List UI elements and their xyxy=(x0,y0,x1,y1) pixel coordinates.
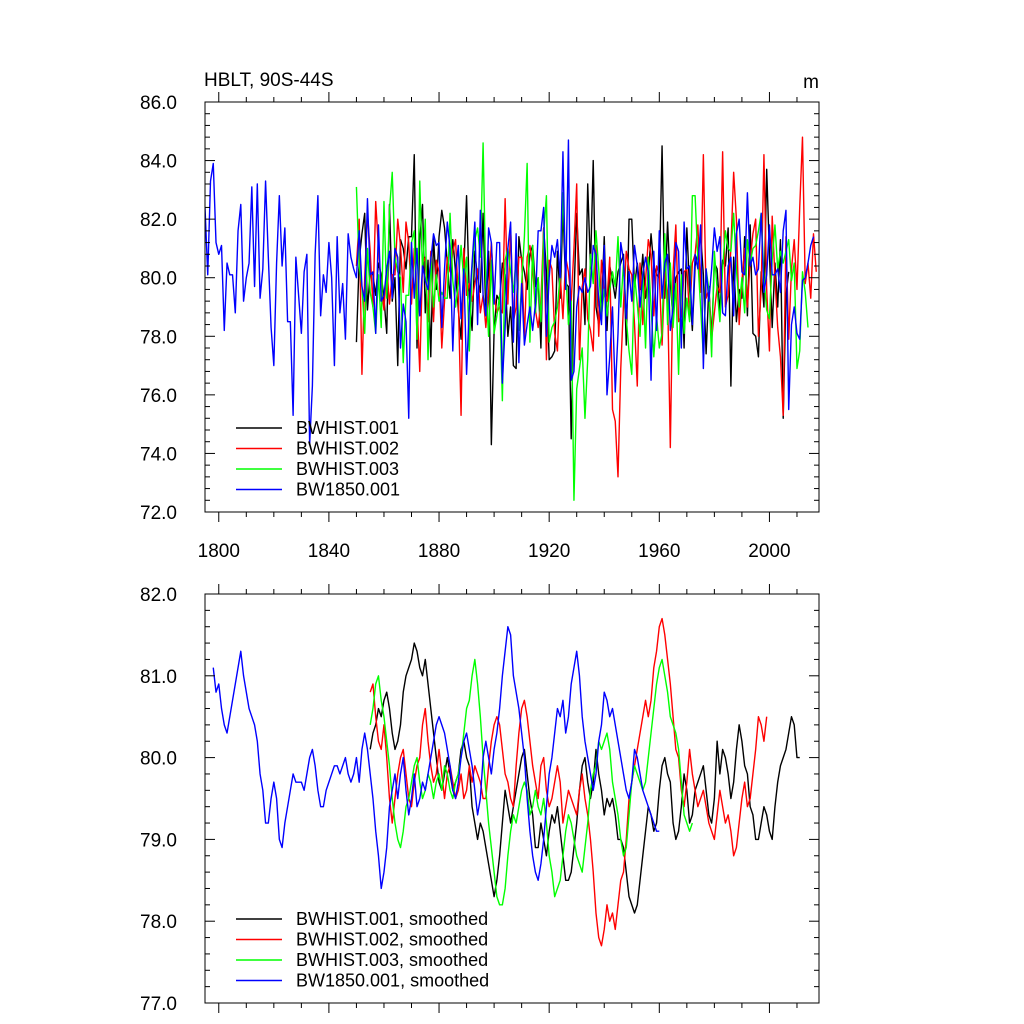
x-axis xyxy=(218,584,798,1013)
series-line-bwhist-003-smoothed xyxy=(369,658,694,906)
legend-entry-label: BW1850.001 xyxy=(296,480,400,500)
plot-frame xyxy=(204,593,820,1004)
y-tick-label: 74.0 xyxy=(140,444,177,465)
series-line-bwhist-003 xyxy=(355,142,809,501)
series-line-bw1850-001 xyxy=(205,139,815,446)
series-group xyxy=(205,136,817,501)
y-tick-label: 72.0 xyxy=(140,503,177,524)
y-tick-label: 81.0 xyxy=(140,667,177,688)
y-tick-label: 82.0 xyxy=(140,210,177,231)
legend-entry-label: BWHIST.003, smoothed xyxy=(296,950,488,970)
x-tick-label: 1800 xyxy=(198,541,240,562)
legend-entry-label: BWHIST.002 xyxy=(296,439,399,459)
series-line-bw1850-001-smoothed xyxy=(212,626,660,890)
bottom-panel: 77.0 78.0 79.0 80.0 81.0 82.0 BWHIST.001, smoo… xyxy=(140,584,820,1015)
legend-entry-label: BWHIST.001 xyxy=(296,418,399,438)
plot-frame xyxy=(204,101,820,513)
x-tick-label: 1920 xyxy=(528,541,570,562)
top-panel: 72.0 74.0 76.0 78.0 80.0 82.0 84.0 86.0 1800 1840… xyxy=(140,70,820,562)
units-label: m xyxy=(803,72,819,93)
legend-entry-label: BWHIST.001, smoothed xyxy=(296,909,488,929)
x-tick-label: 1840 xyxy=(308,541,350,562)
chart-title: HBLT, 90S-44S xyxy=(204,70,334,91)
y-axis: 72.0 74.0 76.0 78.0 80.0 82.0 84.0 86.0 xyxy=(140,93,819,524)
y-tick-label: 80.0 xyxy=(140,269,177,290)
y-axis: 77.0 78.0 79.0 80.0 81.0 82.0 xyxy=(140,585,819,1015)
series-group xyxy=(212,617,800,947)
y-tick-label: 79.0 xyxy=(140,830,177,851)
legend-entry-label: BWHIST.003 xyxy=(296,459,399,479)
legend-entry-label: BWHIST.002, smoothed xyxy=(296,930,488,950)
y-tick-label: 86.0 xyxy=(140,93,177,114)
y-tick-label: 78.0 xyxy=(140,327,177,348)
x-tick-label: 2000 xyxy=(748,541,790,562)
y-tick-label: 77.0 xyxy=(140,994,177,1015)
x-axis: 1800 1840 1880 1920 1960 2000 xyxy=(198,92,798,562)
x-tick-label: 1880 xyxy=(418,541,460,562)
y-tick-label: 80.0 xyxy=(140,749,177,770)
legend-entry-label: BW1850.001, smoothed xyxy=(296,971,489,991)
y-tick-label: 76.0 xyxy=(140,386,177,407)
x-tick-label: 1960 xyxy=(638,541,680,562)
y-tick-label: 84.0 xyxy=(140,152,177,173)
series-line-bwhist-002-smoothed xyxy=(369,617,768,947)
y-tick-label: 78.0 xyxy=(140,912,177,933)
series-line-bwhist-002 xyxy=(355,136,817,478)
y-tick-label: 82.0 xyxy=(140,585,177,606)
